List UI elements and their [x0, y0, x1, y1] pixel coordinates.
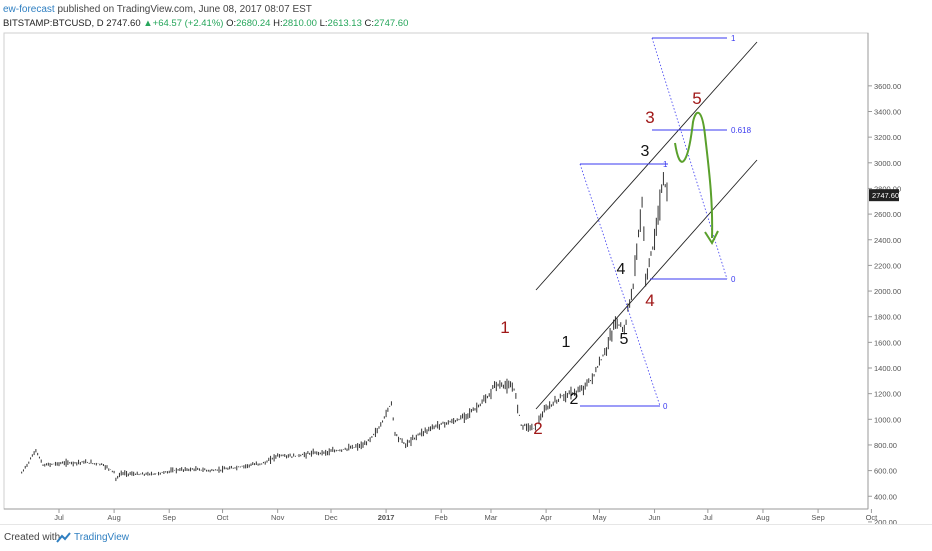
y-tick-label: 3400.00 [874, 108, 901, 117]
y-tick-label: 2600.00 [874, 210, 901, 219]
wave-label-red: 1 [500, 318, 509, 337]
change-value: +64.57 (+2.41%) [152, 18, 224, 29]
y-tick-label: 1400.00 [874, 364, 901, 373]
x-tick-label: Jul [703, 513, 713, 522]
fib-diagonal-lower [579, 163, 661, 407]
x-tick-label: Mar [485, 513, 498, 522]
x-tick-label: Sep [163, 513, 176, 522]
x-tick-label: Feb [435, 513, 448, 522]
y-tick-label: 3200.00 [874, 133, 901, 142]
y-tick-label: 200.00 [874, 518, 897, 524]
last-price-tag [869, 189, 899, 202]
y-tick-label: 2000.00 [874, 287, 901, 296]
wave-label-red: 2 [533, 419, 542, 438]
last-price: 2747.60 [106, 18, 141, 29]
up-arrow-icon: ▲ [143, 18, 153, 29]
x-tick-label: Jun [648, 513, 660, 522]
fib-label: 0.618 [731, 126, 752, 135]
y-tick-label: 2400.00 [874, 236, 901, 245]
y-tick-label: 1000.00 [874, 415, 901, 424]
x-tick-label: 2017 [378, 513, 395, 522]
y-tick-label: 1800.00 [874, 313, 901, 322]
x-tick-label: Aug [756, 513, 769, 522]
x-tick-label: Sep [811, 513, 824, 522]
y-tick-label: 800.00 [874, 441, 897, 450]
wave-label-red: 3 [645, 108, 654, 127]
x-tick-label: Jul [54, 513, 64, 522]
wave-label-black: 5 [620, 331, 629, 348]
low-value: 2613.13 [327, 18, 362, 29]
wave-label-red: 4 [645, 291, 654, 310]
projected-path-arrow [674, 111, 714, 239]
x-tick-label: Dec [324, 513, 338, 522]
chart-header-publication: ew-forecast published on TradingView.com… [3, 4, 312, 15]
low-label: L: [319, 18, 328, 29]
channel-lower-line [535, 159, 758, 410]
y-tick-label: 2800.00 [874, 184, 901, 193]
y-tick-label: 3000.00 [874, 159, 901, 168]
fib-label: 1 [731, 34, 736, 43]
y-tick-label: 1600.00 [874, 338, 901, 347]
open-value: 2680.24 [236, 18, 271, 29]
author-name[interactable]: ew-forecast [3, 4, 55, 15]
close-value: 2747.60 [374, 18, 409, 29]
x-tick-label: Nov [271, 513, 285, 522]
close-label: C: [364, 18, 375, 29]
wave-label-black: 3 [641, 143, 650, 160]
last-price-tag-label: 2747.60 [872, 191, 899, 200]
x-tick-label: Aug [107, 513, 120, 522]
chart-header-ohlc: BITSTAMP:BTCUSD, D 2747.60 ▲+64.57 (+2.4… [3, 18, 408, 29]
symbol-label: BITSTAMP:BTCUSD, D [3, 18, 104, 29]
y-tick-label: 400.00 [874, 492, 897, 501]
wave-label-red: 5 [692, 89, 701, 108]
high-label: H: [273, 18, 283, 29]
y-tick-label: 3600.00 [874, 82, 901, 91]
price-chart[interactable]: 200.00400.00600.00800.001000.001200.0014… [0, 0, 932, 524]
y-tick-label: 1200.00 [874, 390, 901, 399]
x-tick-label: Oct [217, 513, 230, 522]
arrow-head-icon [704, 230, 719, 246]
fib-diagonal-upper [651, 37, 728, 280]
x-tick-label: May [592, 513, 606, 522]
channel-upper-line [535, 41, 758, 291]
fib-label: 0 [731, 275, 736, 284]
y-tick-label: 600.00 [874, 467, 897, 476]
x-tick-label: Apr [540, 513, 552, 522]
created-with-text: Created with [4, 532, 61, 543]
tradingview-brand[interactable]: TradingView [74, 532, 130, 543]
published-text: published on TradingView.com, June 08, 2… [57, 4, 312, 15]
wave-label-black: 4 [617, 261, 626, 278]
x-tick-label: Oct [866, 513, 879, 522]
fib-label: 0 [663, 402, 668, 411]
wave-label-black: 1 [562, 334, 571, 351]
tradingview-logo-icon [56, 532, 71, 543]
open-label: O: [226, 18, 237, 29]
y-tick-label: 2200.00 [874, 261, 901, 270]
fib-label: 1 [663, 160, 668, 169]
plot-frame [3, 32, 869, 510]
footer: Created with TradingView [0, 524, 932, 551]
high-value: 2810.00 [282, 18, 317, 29]
wave-label-black: 2 [570, 391, 579, 408]
